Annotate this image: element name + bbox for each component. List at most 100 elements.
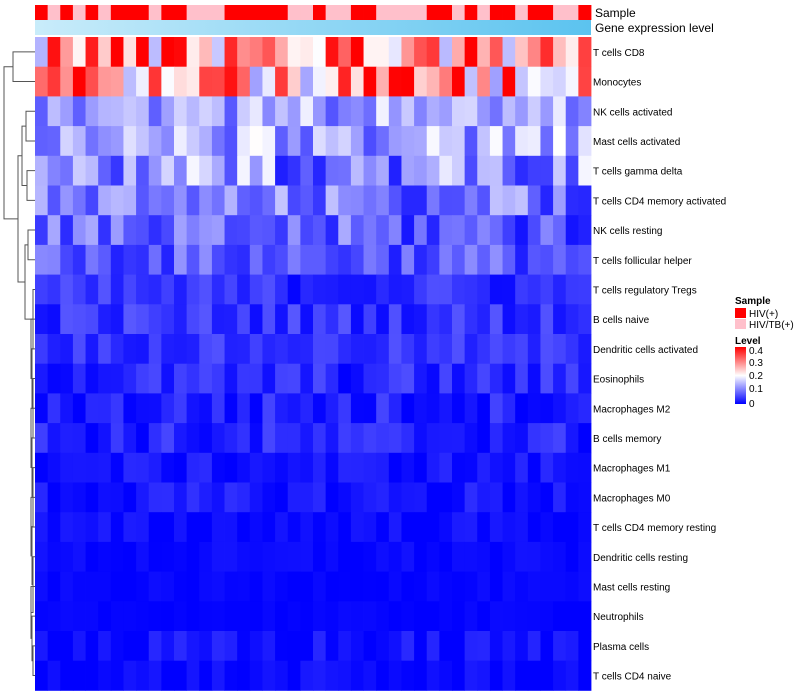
heatmap-cell: [540, 334, 554, 365]
heatmap-cell: [502, 244, 516, 275]
heatmap-cell: [553, 96, 567, 127]
heatmap-cell: [123, 215, 137, 246]
heatmap-cell: [148, 126, 162, 157]
heatmap-cell: [224, 512, 238, 543]
heatmap-cell: [477, 423, 491, 454]
heatmap-cell: [388, 541, 402, 572]
heatmap-cell: [110, 126, 124, 157]
heatmap-cell: [502, 185, 516, 216]
heatmap-cell: [224, 66, 238, 97]
heatmap-cell: [35, 363, 49, 394]
heatmap-cell: [388, 660, 402, 691]
heatmap-cell: [540, 66, 554, 97]
sample-cell-8: [123, 5, 137, 20]
heatmap-cell: [148, 274, 162, 305]
heatmap-cell: [338, 482, 352, 513]
sample-cell-11: [161, 5, 175, 20]
heatmap-cell: [540, 96, 554, 127]
heatmap-cell: [489, 96, 503, 127]
heatmap-cell: [464, 215, 478, 246]
heatmap-cell: [211, 393, 225, 424]
heatmap-cell: [148, 423, 162, 454]
heatmap-cell: [85, 452, 99, 483]
heatmap-cell: [464, 155, 478, 186]
heatmap-cell: [136, 274, 150, 305]
sample-cell-3: [60, 5, 74, 20]
sample-cell-30: [401, 5, 415, 20]
heatmap-cell: [489, 363, 503, 394]
heatmap-cell: [350, 334, 364, 365]
heatmap-cell: [186, 215, 200, 246]
heatmap-cell: [148, 37, 162, 68]
heatmap-cell: [249, 304, 263, 335]
heatmap-cell: [527, 126, 541, 157]
heatmap-cell: [363, 274, 377, 305]
heatmap-cell: [363, 363, 377, 394]
heatmap-cell: [350, 601, 364, 632]
heatmap-cell: [262, 571, 276, 602]
heatmap-cell: [224, 37, 238, 68]
heatmap-cell: [452, 393, 466, 424]
heatmap-cell: [350, 363, 364, 394]
heatmap-cell: [60, 155, 74, 186]
heatmap-cell: [477, 660, 491, 691]
heatmap-cell: [237, 96, 251, 127]
heatmap-cell: [376, 660, 390, 691]
heatmap-cell: [85, 66, 99, 97]
dendrogram-branch: [25, 110, 35, 142]
heatmap-cell: [565, 304, 579, 335]
heatmap-cell: [325, 244, 339, 275]
heatmap-cell: [527, 363, 541, 394]
heatmap-cell: [414, 274, 428, 305]
heatmap-cell: [123, 304, 137, 335]
heatmap-cell: [249, 96, 263, 127]
heatmap-cell: [414, 482, 428, 513]
heatmap-cell: [186, 304, 200, 335]
heatmap-cell: [136, 423, 150, 454]
heatmap-cell: [186, 274, 200, 305]
heatmap-cell: [262, 631, 276, 662]
heatmap-cell: [275, 363, 289, 394]
heatmap-cell: [452, 541, 466, 572]
heatmap-cell: [262, 126, 276, 157]
heatmap-cell: [35, 37, 49, 68]
heatmap-cell: [527, 215, 541, 246]
sample-cell-15: [211, 5, 225, 20]
heatmap-cell: [287, 37, 301, 68]
heatmap-cells: [35, 37, 592, 691]
heatmap-cell: [325, 334, 339, 365]
heatmap-cell: [553, 126, 567, 157]
heatmap-cell: [186, 512, 200, 543]
heatmap-cell: [60, 96, 74, 127]
heatmap-cell: [401, 274, 415, 305]
heatmap-cell: [174, 37, 188, 68]
heatmap-cell: [224, 482, 238, 513]
heatmap-cell: [262, 334, 276, 365]
heatmap-cell: [515, 185, 529, 216]
heatmap-cell: [47, 185, 61, 216]
heatmap-cell: [249, 66, 263, 97]
heatmap-cell: [540, 631, 554, 662]
heatmap-cell: [426, 660, 440, 691]
heatmap-cell: [553, 482, 567, 513]
row-label-t-cells-cd4-memory-resting: T cells CD4 memory resting: [593, 523, 716, 534]
heatmap-cell: [287, 601, 301, 632]
heatmap-cell: [439, 66, 453, 97]
heatmap-cell: [350, 423, 364, 454]
heatmap-cell: [363, 244, 377, 275]
heatmap-cell: [313, 244, 327, 275]
heatmap-cell: [578, 96, 592, 127]
heatmap-cell: [161, 423, 175, 454]
heatmap-cell: [211, 185, 225, 216]
legend-swatch-hiv: [735, 308, 746, 318]
heatmap-cell: [249, 155, 263, 186]
heatmap-cell: [477, 126, 491, 157]
heatmap-cell: [161, 512, 175, 543]
heatmap-cell: [249, 660, 263, 691]
heatmap-cell: [439, 244, 453, 275]
heatmap-cell: [578, 660, 592, 691]
heatmap-cell: [262, 37, 276, 68]
sample-cell-36: [477, 5, 491, 20]
heatmap-cell: [502, 37, 516, 68]
